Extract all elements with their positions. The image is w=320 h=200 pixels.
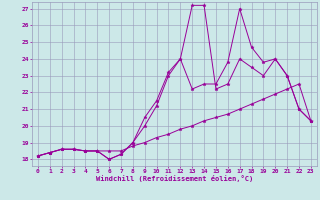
X-axis label: Windchill (Refroidissement éolien,°C): Windchill (Refroidissement éolien,°C) — [96, 175, 253, 182]
